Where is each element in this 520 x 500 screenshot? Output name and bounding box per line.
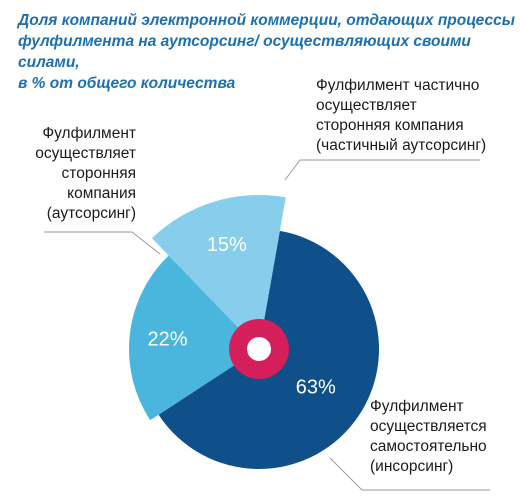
center-ring [229, 319, 289, 379]
chart-title-line: в % от общего количества [18, 75, 236, 92]
label-line: самостоятельно [370, 438, 487, 455]
label-line: (аутсорсинг) [46, 205, 136, 222]
leader-line-outsource [44, 231, 161, 255]
chart-title: Доля компаний электронной коммерции, отд… [18, 10, 518, 94]
label-line: Фулфилмент [370, 398, 464, 415]
leader-line-partial [284, 159, 480, 181]
slice-label-outsource: Фулфилмент осуществляет сторонняя компан… [20, 124, 136, 224]
chart-title-line: фулфилмента на аутсорсинг/ осуществляющи… [18, 33, 471, 71]
leader-line-insource [329, 457, 490, 491]
label-line: осуществляется [370, 418, 487, 435]
value-label-outsource: 22% [148, 329, 188, 351]
value-labels: 63% 22% 15% [148, 234, 336, 399]
label-line: (инсорсинг) [370, 458, 454, 475]
label-line: компания [67, 185, 136, 202]
label-line: сторонняя [61, 165, 136, 182]
label-line: осуществляет [35, 145, 136, 162]
slice-outsource [129, 255, 259, 421]
chart-title-line: Доля компаний электронной коммерции, отд… [18, 12, 515, 29]
slice-label-insource: Фулфилмент осуществляется самостоятельно… [370, 397, 520, 477]
leader-lines [44, 159, 490, 491]
label-line: Фулфилмент частично [316, 77, 480, 94]
value-label-partial: 15% [207, 234, 247, 256]
value-label-insource: 63% [296, 376, 336, 398]
slice-label-partial: Фулфилмент частично осуществляет сторонн… [316, 76, 520, 156]
slice-partial [152, 195, 286, 349]
label-line: сторонняя компания [316, 117, 464, 134]
label-line: (частичный аутсорсинг) [316, 137, 487, 154]
label-line: Фулфилмент [42, 125, 136, 142]
label-line: осуществляет [316, 97, 417, 114]
center-ring-hole [247, 337, 271, 361]
